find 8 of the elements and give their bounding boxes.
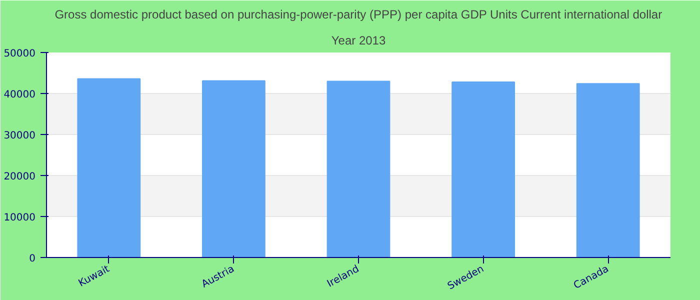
- y-tick-label: 0: [29, 254, 36, 264]
- y-tick-label: 10000: [4, 212, 36, 224]
- y-tick-label: 50000: [4, 48, 36, 60]
- chart-subtitle: Year 2013: [331, 34, 386, 48]
- y-tick-label: 40000: [4, 90, 36, 100]
- y-tick-label: 30000: [4, 130, 36, 142]
- y-tick-label: 20000: [4, 172, 36, 182]
- chart-title: Gross domestic product based on purchasing-power-parity (PPP) per capita GDP Units Current international dollar: [54, 8, 662, 22]
